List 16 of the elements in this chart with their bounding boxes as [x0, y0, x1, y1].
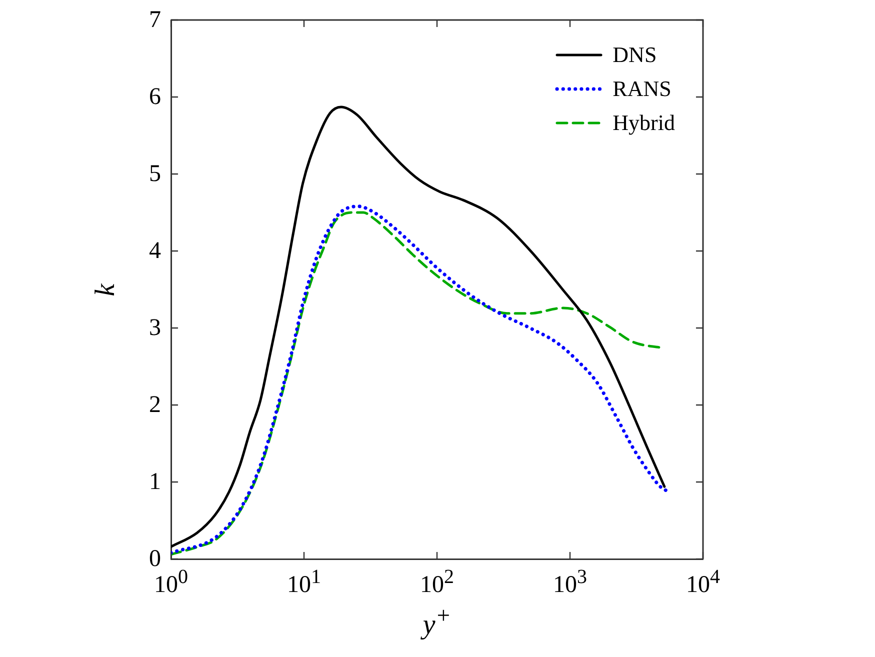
x-tick-label: 10$^{2}$: [420, 565, 454, 600]
legend-label: RANS: [612, 76, 672, 102]
x-tick-label: 10$^{3}$: [553, 565, 587, 600]
y-tick-label: 2: [149, 392, 161, 418]
x-tick-label: 10$^{1}$: [287, 565, 321, 600]
x-axis-title: y$^{+}$: [422, 603, 452, 642]
y-tick-label: 6: [149, 84, 161, 110]
y-tick-label: 7: [149, 7, 161, 33]
y-axis-title: k: [90, 283, 122, 296]
y-tick-label: 4: [149, 238, 161, 264]
legend-label: DNS: [612, 42, 657, 68]
y-tick-label: 3: [149, 315, 161, 341]
legend-label: Hybrid: [612, 110, 675, 136]
y-tick-label: 5: [149, 161, 161, 187]
y-tick-label: 1: [149, 469, 161, 495]
x-tick-label: 10$^{4}$: [686, 565, 720, 600]
